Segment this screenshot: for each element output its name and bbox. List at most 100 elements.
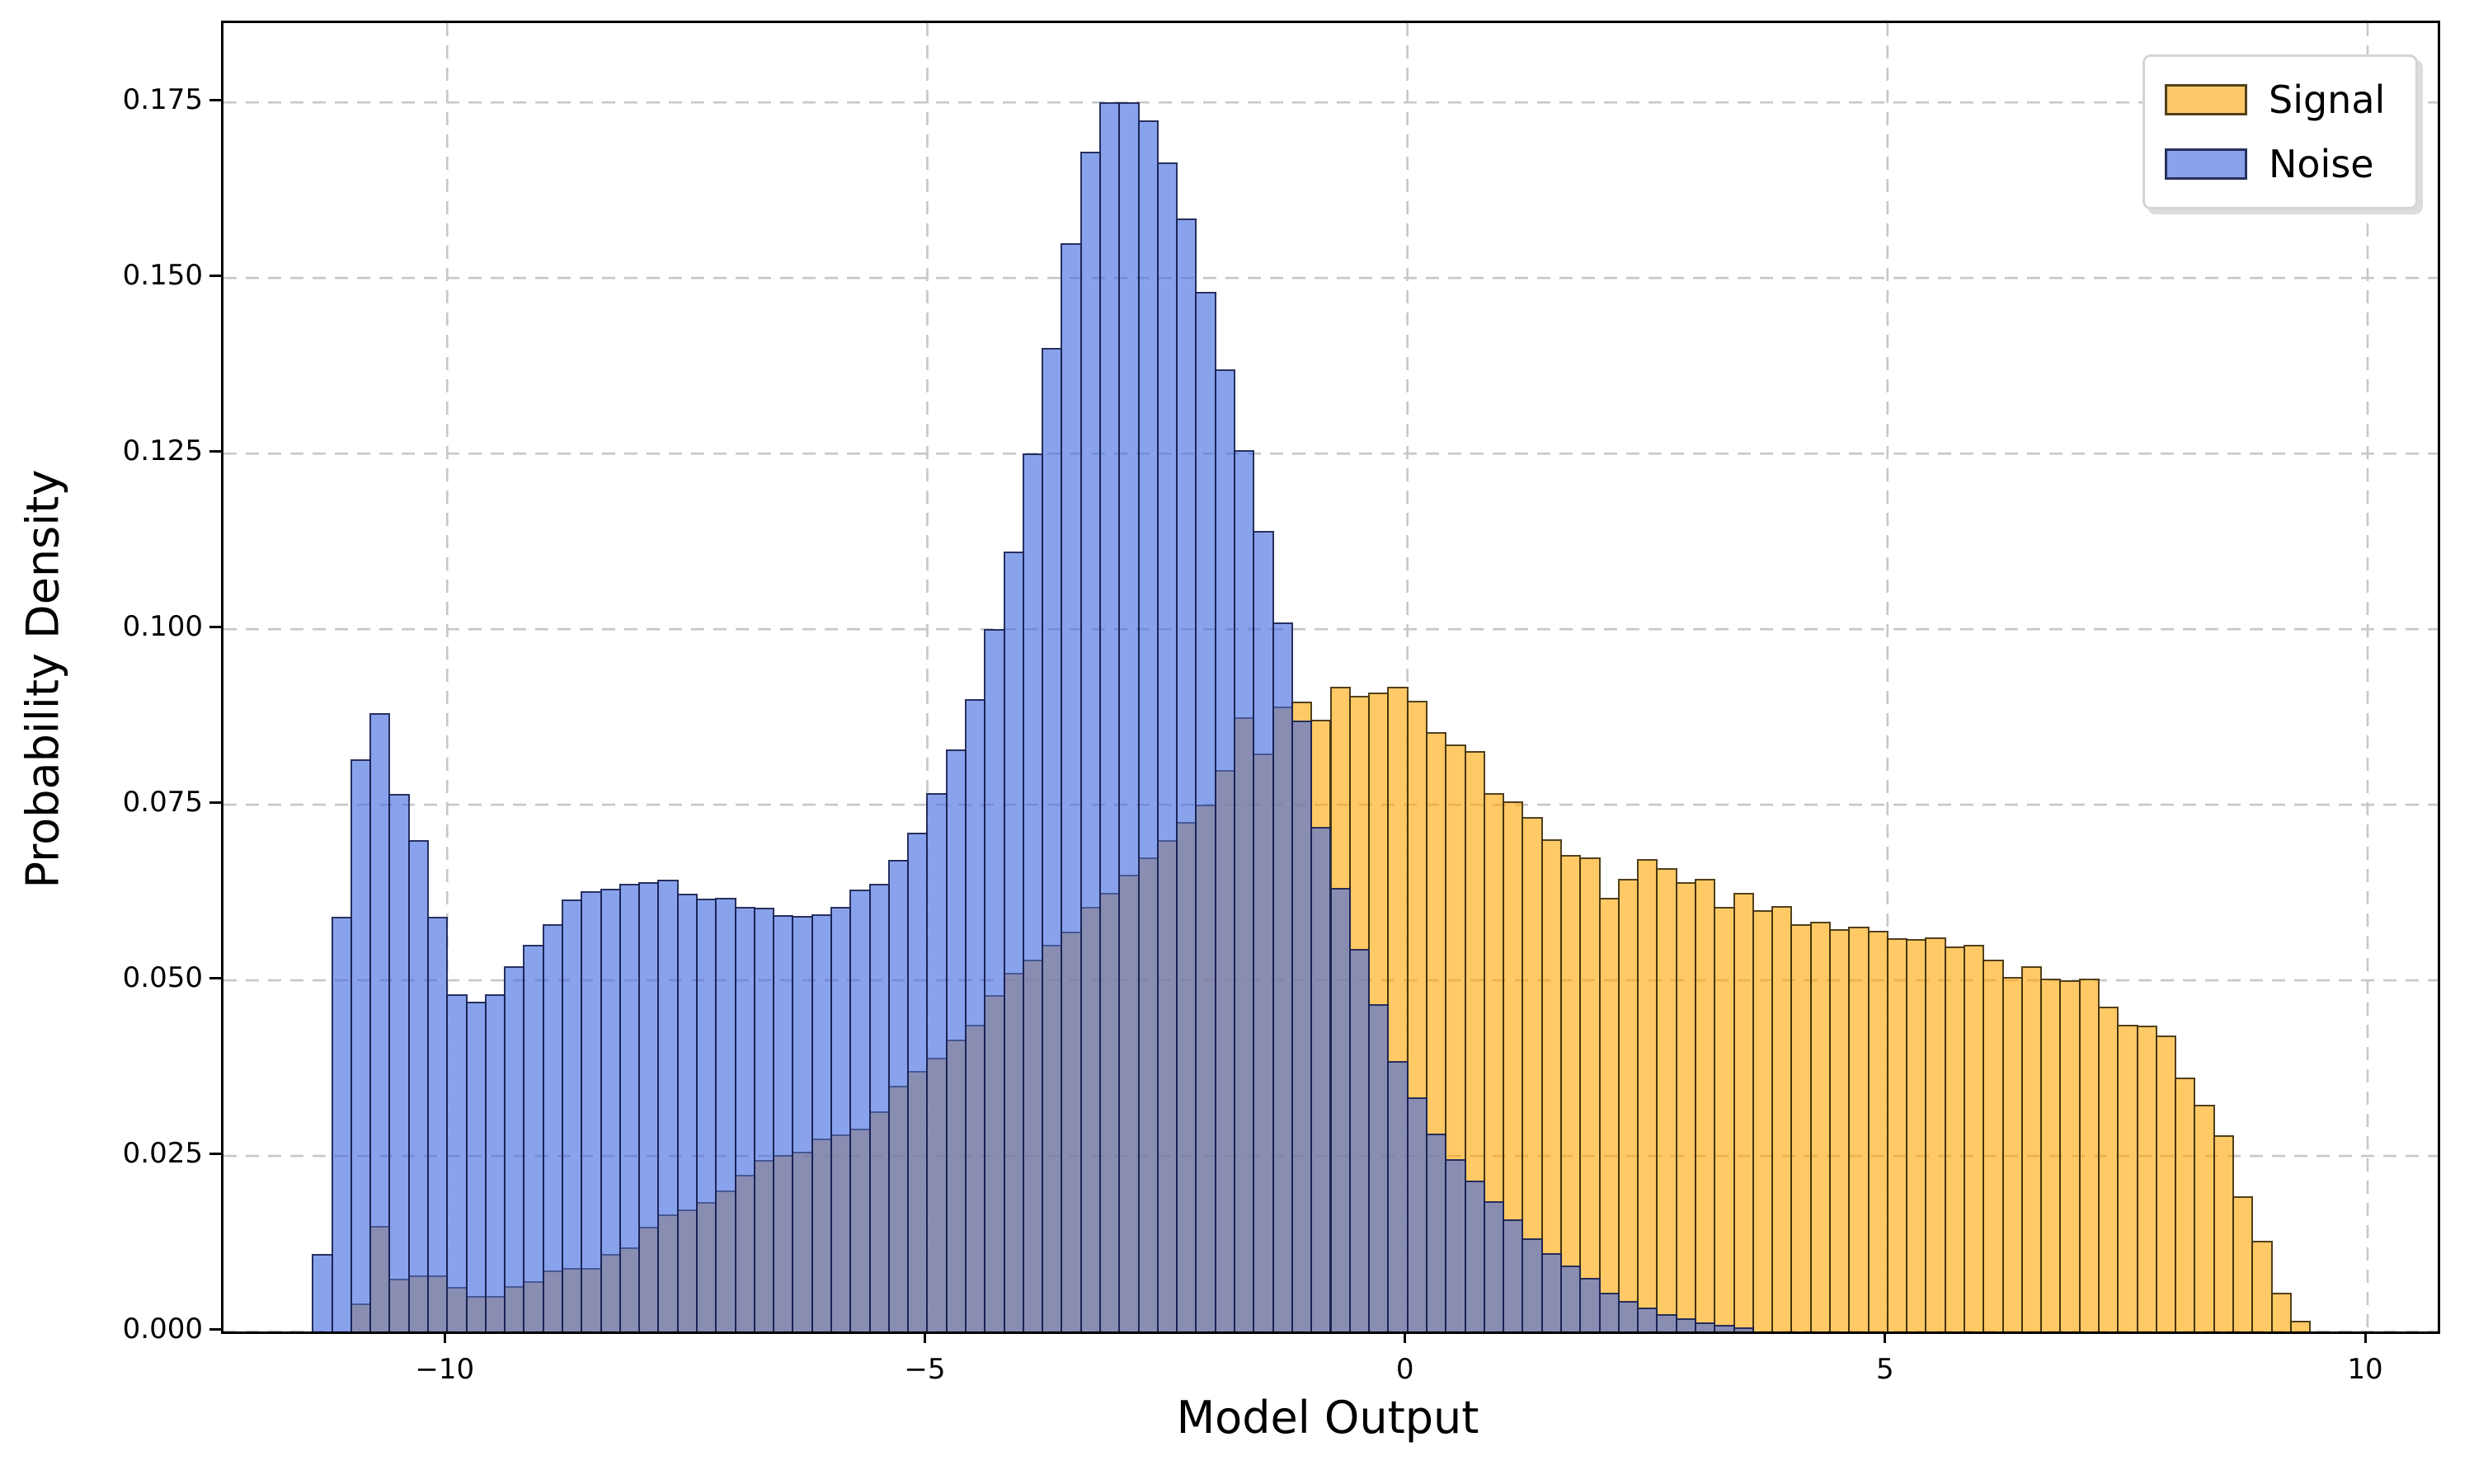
noise-bar <box>676 894 698 1331</box>
y-tick-label: 0.175 <box>122 83 203 117</box>
noise-bar <box>773 914 794 1331</box>
noise-bar <box>562 899 583 1331</box>
noise-bar <box>1617 1301 1639 1331</box>
y-tick-mark <box>209 1327 221 1331</box>
legend-item-noise: Noise <box>2165 138 2396 190</box>
noise-bar <box>369 713 391 1331</box>
noise-bar <box>1675 1317 1696 1331</box>
signal-bar <box>2289 1321 2312 1331</box>
y-tick-label: 0.000 <box>122 1313 203 1345</box>
noise-bar <box>542 923 563 1331</box>
noise-bar <box>1694 1322 1716 1331</box>
noise-bar <box>811 914 833 1331</box>
noise-bar <box>581 890 602 1331</box>
noise-bar <box>887 860 910 1331</box>
noise-bar <box>1656 1313 1677 1331</box>
noise-bar <box>1387 1061 1409 1331</box>
y-tick-mark <box>209 625 221 628</box>
y-tick-mark <box>209 274 221 277</box>
noise-bar <box>1348 948 1371 1331</box>
noise-bar <box>1214 369 1236 1331</box>
noise-bar <box>1464 1180 1485 1331</box>
y-tick-label: 0.050 <box>122 961 203 995</box>
noise-bar <box>792 915 813 1331</box>
noise-bar <box>618 884 641 1331</box>
noise-bar <box>1733 1327 1754 1331</box>
signal-bar <box>1886 937 1908 1331</box>
noise-bar <box>945 749 967 1331</box>
noise-bar <box>1118 102 1140 1331</box>
noise-bar <box>1137 120 1159 1331</box>
noise-bar <box>830 906 852 1331</box>
noise-bar <box>1522 1237 1543 1331</box>
y-tick-mark <box>209 801 221 804</box>
y-axis-label: Probability Density <box>16 469 69 889</box>
noise-bar <box>1195 292 1216 1331</box>
x-tick-label: 10 <box>2347 1353 2383 1386</box>
signal-bar <box>2175 1078 2196 1331</box>
noise-bar <box>926 793 948 1331</box>
signal-bar <box>1656 867 1677 1331</box>
y-tick-mark <box>209 449 221 453</box>
noise-bar <box>1483 1201 1505 1331</box>
plot-area <box>221 21 2440 1334</box>
noise-bar <box>1156 162 1178 1331</box>
noise-bar <box>638 881 660 1331</box>
signal-bar <box>2117 1024 2138 1331</box>
noise-bar <box>350 758 372 1331</box>
noise-bar <box>1329 887 1351 1331</box>
signal-bar <box>2213 1135 2234 1331</box>
signal-bar <box>1617 878 1639 1331</box>
noise-bar <box>331 917 352 1331</box>
noise-bar <box>753 908 775 1331</box>
signal-bar <box>2251 1241 2273 1331</box>
noise-bar <box>1003 552 1024 1331</box>
noise-bar <box>1714 1325 1735 1331</box>
signal-bar <box>2097 1006 2119 1331</box>
noise-bar <box>1503 1219 1524 1331</box>
noise-bar <box>1061 242 1082 1331</box>
x-tick-label: −10 <box>415 1353 475 1386</box>
signal-bar <box>1579 857 1601 1331</box>
y-tick-label: 0.125 <box>122 434 203 468</box>
legend: Signal Noise <box>2142 54 2418 209</box>
x-tick-mark <box>443 1331 446 1343</box>
noise-bar <box>849 890 871 1331</box>
legend-noise-swatch <box>2165 148 2247 180</box>
noise-bar <box>446 994 468 1331</box>
noise-bar <box>1445 1159 1466 1331</box>
noise-bar <box>1253 530 1274 1331</box>
legend-noise-label: Noise <box>2269 142 2374 186</box>
noise-bar <box>1099 102 1121 1331</box>
noise-bar <box>1176 218 1197 1331</box>
signal-bar <box>1540 838 1562 1331</box>
signal-bar <box>1675 881 1696 1331</box>
x-tick-mark <box>2363 1331 2367 1343</box>
noise-bar <box>1310 826 1332 1331</box>
x-tick-mark <box>1884 1331 1887 1343</box>
noise-bar <box>1425 1133 1447 1331</box>
x-tick-mark <box>1404 1331 1407 1343</box>
noise-bar <box>907 833 929 1331</box>
x-axis-label: Model Output <box>1176 1392 1479 1444</box>
noise-bar <box>696 899 717 1331</box>
noise-bar <box>868 883 890 1331</box>
noise-bar <box>734 906 755 1331</box>
noise-bar <box>657 880 679 1331</box>
noise-bar <box>1406 1097 1427 1331</box>
noise-bar <box>1234 449 1255 1331</box>
noise-bar <box>984 629 1005 1331</box>
noise-bar <box>1042 348 1063 1331</box>
signal-bar <box>2270 1293 2292 1331</box>
legend-item-signal: Signal <box>2165 73 2396 126</box>
noise-bar <box>1079 151 1102 1331</box>
noise-bar <box>600 889 621 1331</box>
legend-signal-label: Signal <box>2269 77 2386 122</box>
noise-bar <box>484 994 506 1331</box>
noise-bar <box>965 699 986 1331</box>
noise-bar <box>312 1254 333 1331</box>
noise-bar <box>1272 622 1293 1331</box>
y-tick-label: 0.100 <box>122 610 203 644</box>
signal-bar <box>2001 976 2023 1331</box>
